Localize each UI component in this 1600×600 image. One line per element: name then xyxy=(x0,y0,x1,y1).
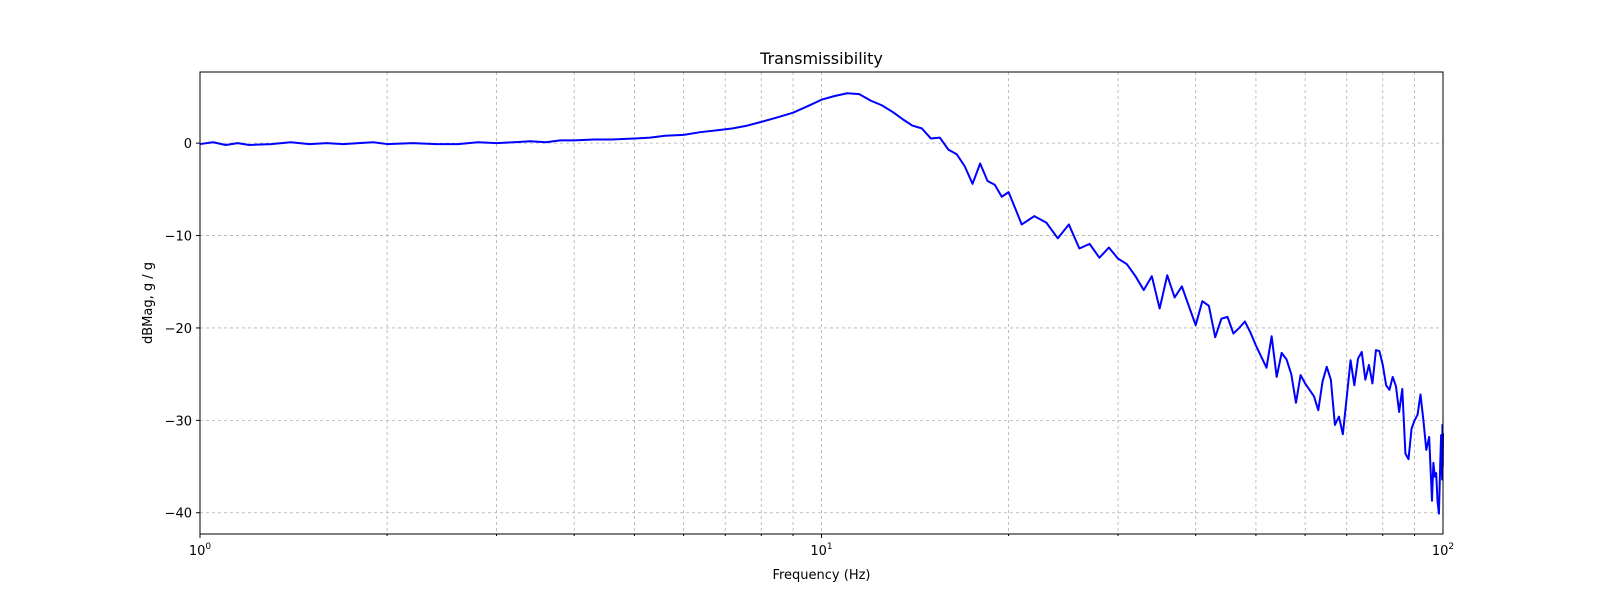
y-tick-label: −10 xyxy=(165,230,192,245)
chart-title: Transmissibility xyxy=(759,49,883,68)
x-tick-label-base: 10 xyxy=(810,544,827,559)
x-tick-label: 102 xyxy=(1432,542,1454,559)
x-tick-label-base: 10 xyxy=(189,544,206,559)
y-axis-label: dBMag, g / g xyxy=(141,262,156,344)
series-line xyxy=(199,92,1444,515)
data-series xyxy=(199,92,1444,515)
x-axis-label: Frequency (Hz) xyxy=(772,568,870,583)
x-tick-label-exponent: 2 xyxy=(1448,542,1454,552)
x-tick-label-base: 10 xyxy=(1432,544,1449,559)
x-tick-label: 100 xyxy=(189,542,212,559)
y-tick-label: −40 xyxy=(165,507,192,522)
y-tick-label: −30 xyxy=(165,414,192,429)
x-tick-label-exponent: 1 xyxy=(827,542,833,552)
y-tick-label: 0 xyxy=(184,137,192,152)
grid-lines xyxy=(199,72,1443,534)
x-tick-label: 101 xyxy=(810,542,832,559)
x-tick-label-exponent: 0 xyxy=(205,542,211,552)
y-tick-label: −20 xyxy=(165,322,192,337)
